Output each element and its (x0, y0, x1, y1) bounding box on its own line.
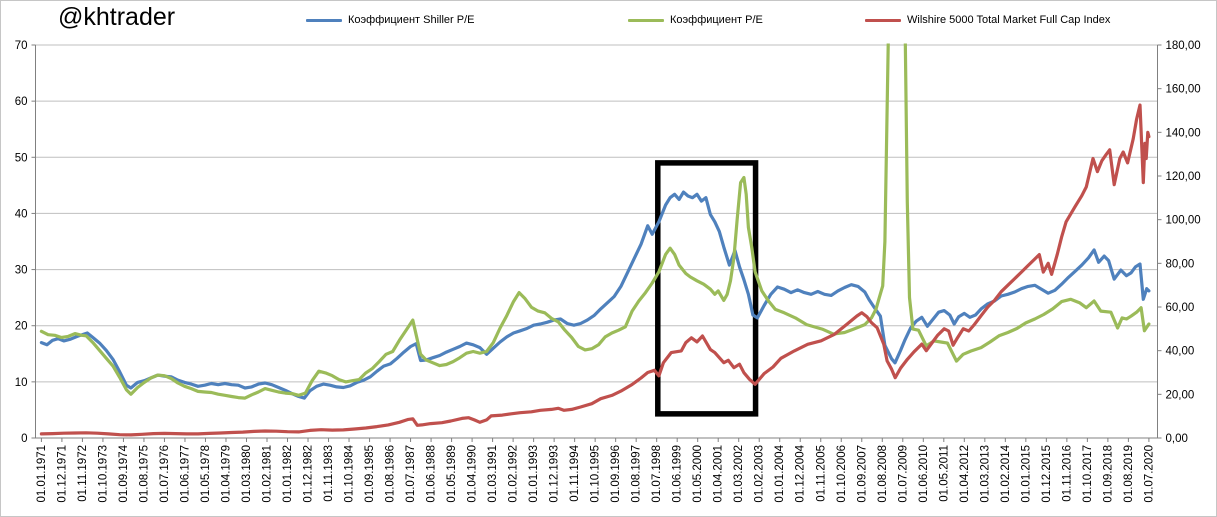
x-axis-label: 01.11.1972 (77, 445, 89, 502)
pe-line-swatch-icon (628, 18, 664, 22)
x-axis-label: 01.11.1983 (323, 445, 335, 502)
wilshire-line-swatch-icon (865, 18, 901, 22)
legend-item-pe: Коэффициент P/E (628, 12, 763, 28)
right-axis-label: 160,00 (1166, 84, 1201, 96)
shiller-pe-line-swatch-icon (306, 18, 342, 22)
x-axis-label: 01.01.2015 (1020, 445, 1032, 503)
x-axis-label: 01.12.2004 (795, 444, 807, 502)
highlight-box (655, 160, 759, 417)
x-axis-label: 01.10.2017 (1082, 445, 1094, 503)
right-axis-label: 20,00 (1166, 389, 1195, 401)
x-axis-label: 01.03.1980 (241, 445, 253, 503)
x-axis-label: 01.05.2011 (938, 445, 950, 502)
x-axis-label: 01.09.1985 (364, 445, 376, 503)
right-axis-label: 180,00 (1166, 40, 1201, 52)
x-axis-label: 01.03.2002 (733, 445, 745, 503)
x-axis-label: 01.07.2009 (897, 445, 909, 503)
left-axis-label: 20 (15, 321, 28, 333)
x-axis-label: 01.01.1982 (282, 445, 294, 503)
left-axis-label: 40 (15, 208, 28, 220)
x-axis-label: 01.05.1978 (200, 445, 212, 503)
legend: Коэффициент Shiller P/E Коэффициент P/E … (1, 1, 1216, 31)
x-axis-label: 01.10.1995 (590, 445, 602, 503)
x-axis-label: 01.06.1977 (179, 445, 191, 503)
left-axis-label: 10 (15, 377, 28, 389)
legend-label-wilshire: Wilshire 5000 Total Market Full Cap Inde… (907, 14, 1111, 26)
x-axis-label: 01.08.1975 (138, 445, 150, 503)
left-axis-label: 50 (15, 152, 28, 164)
right-axis-label: 120,00 (1166, 171, 1201, 183)
legend-item-wilshire: Wilshire 5000 Total Market Full Cap Inde… (865, 12, 1110, 28)
series-line-pe (39, 43, 1151, 400)
left-axis-label: 70 (15, 40, 28, 52)
x-axis-label: 01.05.1989 (446, 445, 458, 503)
x-axis-label: 01.07.1998 (651, 445, 663, 503)
x-axis-label: 01.02.2014 (1000, 444, 1012, 502)
series-line-shiller-pe (39, 190, 1151, 400)
right-axis-label: 60,00 (1166, 302, 1195, 314)
right-axis-label: 40,00 (1166, 346, 1195, 358)
x-axis-label: 01.12.2015 (1041, 445, 1053, 503)
x-axis-label: 01.07.1976 (159, 445, 171, 503)
x-axis-label: 01.01.2004 (774, 444, 786, 502)
x-axis-label: 01.12.1982 (303, 445, 315, 503)
x-axis-label: 01.09.2018 (1102, 445, 1114, 503)
legend-item-shiller-pe: Коэффициент Shiller P/E (306, 12, 474, 28)
x-axis-label: 01.04.1979 (220, 445, 232, 503)
x-axis-label: 01.06.1988 (426, 445, 438, 503)
right-axis-label: 80,00 (1166, 258, 1195, 270)
x-axis-label: 01.07.1987 (405, 445, 417, 503)
watermark-title: @khtrader (58, 3, 176, 31)
x-axis-label: 01.02.2003 (754, 445, 766, 503)
legend-label-pe: Коэффициент P/E (670, 14, 763, 26)
x-axis-label: 01.10.1984 (344, 444, 356, 502)
left-axis-label: 0 (21, 433, 27, 445)
x-axis-label: 01.08.2008 (877, 445, 889, 503)
x-axis-label: 01.06.1999 (672, 445, 684, 503)
legend-label-shiller-pe: Коэффициент Shiller P/E (348, 14, 475, 26)
x-axis-label: 01.05.2000 (692, 445, 704, 503)
x-axis-label: 01.11.2016 (1061, 445, 1073, 502)
right-axis-label: 0,00 (1166, 433, 1188, 445)
x-axis-label: 01.04.2012 (959, 445, 971, 503)
x-axis-label: 01.08.1986 (385, 445, 397, 503)
x-axis-label: 01.12.1993 (549, 445, 561, 503)
x-axis-label: 01.11.1994 (569, 444, 581, 501)
x-axis-label: 01.04.1990 (467, 445, 479, 503)
x-axis-label: 01.07.2020 (1143, 445, 1155, 503)
x-axis-label: 01.10.2006 (836, 445, 848, 503)
x-axis-label: 01.11.2005 (815, 445, 827, 502)
x-axis-label: 01.09.2007 (856, 445, 868, 503)
left-axis-label: 30 (15, 265, 28, 277)
left-axis-label: 60 (15, 96, 28, 108)
x-axis-label: 01.09.1996 (610, 445, 622, 503)
x-axis-label: 01.08.1997 (631, 445, 643, 503)
x-axis-label: 01.01.1993 (528, 445, 540, 503)
right-axis-label: 140,00 (1166, 127, 1201, 139)
x-axis-label: 01.10.1973 (97, 445, 109, 503)
x-axis-label: 01.01.1971 (36, 445, 48, 503)
x-axis-label: 01.03.1991 (487, 445, 499, 503)
x-axis-label: 01.06.2010 (918, 445, 930, 503)
axes: 0 10 20 30 40 50 60 70 0,00 20,00 40,00 60,00 80,00 1… (15, 40, 1201, 503)
x-axis-label: 01.09.1974 (118, 444, 130, 502)
series-group (39, 43, 1151, 437)
right-axis-label: 100,00 (1166, 215, 1201, 227)
x-axis-label: 01.08.2019 (1123, 445, 1135, 503)
x-axis-label: 01.02.1992 (508, 445, 520, 503)
x-axis-label: 01.03.2013 (979, 445, 991, 503)
x-axis-label: 01.04.2001 (713, 445, 725, 503)
x-axis-label: 01.02.1981 (262, 445, 274, 503)
gridlines (35, 44, 1158, 383)
x-axis-label: 01.12.1971 (56, 445, 68, 503)
series-line-wilshire (39, 103, 1151, 437)
